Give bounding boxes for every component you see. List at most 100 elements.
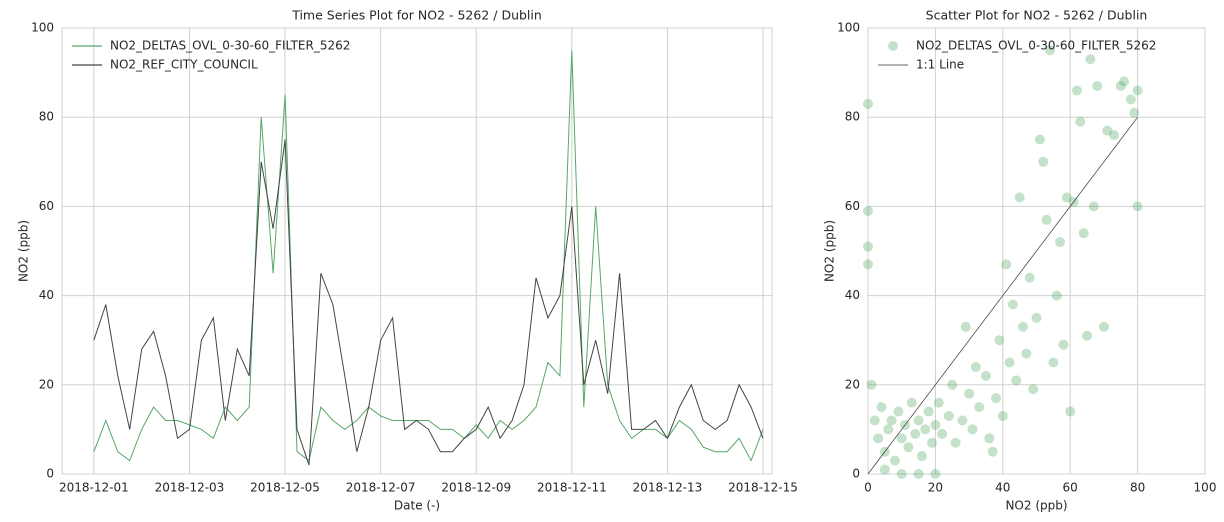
- scatter-point: [896, 433, 907, 444]
- scatter-point: [863, 241, 873, 252]
- scatter-point: [1024, 272, 1035, 283]
- scatter-point: [1061, 192, 1072, 203]
- scatter-point: [1119, 76, 1130, 87]
- scatter-point: [1109, 130, 1120, 141]
- scatter-point: [960, 321, 971, 332]
- scatter-point: [937, 428, 948, 439]
- y-tick-label: 40: [845, 288, 860, 302]
- y-tick-label: 0: [46, 467, 54, 481]
- scatter-point: [1004, 357, 1015, 368]
- scatter-point: [980, 370, 991, 381]
- scatter-point: [913, 469, 924, 479]
- y-tick-label: 40: [39, 288, 54, 302]
- scatter-point: [913, 415, 924, 426]
- scatter-point: [1031, 312, 1042, 323]
- scatter-point: [1011, 375, 1022, 386]
- x-tick-label: 2018-12-11: [537, 481, 607, 495]
- x-tick-label: 80: [1130, 481, 1145, 495]
- scatter-point: [1014, 192, 1025, 203]
- scatter-point: [863, 205, 873, 216]
- y-tick-label: 60: [845, 199, 860, 213]
- scatter-point: [1065, 406, 1076, 417]
- y-tick-label: 80: [845, 110, 860, 124]
- series-line: [93, 139, 764, 466]
- scatter-point: [923, 406, 934, 417]
- chart-title: Scatter Plot for NO2 - 5262 / Dublin: [926, 8, 1148, 23]
- y-tick-label: 20: [845, 377, 860, 391]
- scatter-point: [903, 442, 914, 453]
- scatter-point: [1048, 357, 1059, 368]
- scatter-point: [947, 379, 958, 390]
- scatter-point: [873, 433, 884, 444]
- scatter-point: [943, 411, 954, 422]
- scatter-point: [1092, 80, 1103, 91]
- scatter-point: [970, 361, 981, 372]
- scatter-point: [886, 415, 897, 426]
- scatter-point: [1018, 321, 1029, 332]
- legend-marker: [888, 41, 898, 51]
- y-axis-label: NO2 (ppb): [823, 220, 837, 282]
- scatter-point: [910, 428, 921, 439]
- scatter-point: [889, 455, 900, 466]
- scatter-point: [876, 402, 887, 413]
- scatter-point: [1007, 299, 1018, 310]
- scatter-point: [1044, 45, 1055, 56]
- scatter-point: [1034, 134, 1045, 145]
- x-axis-label: Date (-): [394, 499, 440, 513]
- x-tick-label: 60: [1063, 481, 1078, 495]
- scatter-point: [967, 424, 978, 435]
- scatter-point: [1075, 116, 1086, 127]
- scatter-point: [974, 402, 985, 413]
- scatter-point: [1001, 259, 1012, 270]
- scatter-point: [1102, 125, 1113, 136]
- plot-area: [61, 27, 773, 475]
- scatter-point: [1098, 321, 1109, 332]
- y-tick-label: 80: [39, 110, 54, 124]
- scatter-point: [896, 469, 907, 479]
- scatter-point: [1038, 156, 1049, 167]
- scatter-point: [920, 424, 931, 435]
- scatter-point: [879, 464, 890, 475]
- scatter-point: [1058, 339, 1069, 350]
- legend-label: NO2_DELTAS_OVL_0-30-60_FILTER_5262: [110, 39, 350, 53]
- scatter-point: [1078, 228, 1089, 239]
- subplot: 0 20 40 60 80 100 2018-12-01 2018-12-03 2018-12-…: [17, 8, 798, 513]
- scatter-point: [994, 335, 1005, 346]
- scatter-point: [893, 406, 904, 417]
- scatter-point: [930, 469, 941, 479]
- scatter-point: [916, 451, 927, 462]
- x-tick-label: 2018-12-07: [346, 481, 416, 495]
- scatter-point: [863, 98, 873, 109]
- scatter-point: [1041, 214, 1052, 225]
- x-tick-label: 20: [928, 481, 943, 495]
- scatter-point: [1051, 290, 1062, 301]
- scatter-point: [984, 433, 995, 444]
- scatter-point: [1088, 201, 1099, 212]
- legend-label: NO2_REF_CITY_COUNCIL: [110, 58, 258, 72]
- y-tick-label: 60: [39, 199, 54, 213]
- x-tick-label: 0: [864, 481, 872, 495]
- scatter-point: [927, 437, 938, 448]
- x-tick-label: 2018-12-01: [59, 481, 129, 495]
- scatter-point: [1021, 348, 1032, 359]
- scatter-point: [1115, 80, 1126, 91]
- scatter-point: [906, 397, 917, 408]
- subplot: 0 20 40 60 80 100 0 20 40 60 80 100 Scatter Plot for…: [823, 8, 1217, 513]
- y-axis-label: NO2 (ppb): [17, 220, 31, 282]
- scatter-point: [987, 446, 998, 457]
- scatter-point: [1085, 54, 1096, 65]
- x-tick-label: 2018-12-13: [633, 481, 703, 495]
- legend-label: NO2_DELTAS_OVL_0-30-60_FILTER_5262: [916, 39, 1156, 53]
- x-axis-label: NO2 (ppb): [1005, 499, 1067, 513]
- scatter-point: [1125, 94, 1136, 105]
- x-tick-label: 2018-12-15: [728, 481, 798, 495]
- y-tick-label: 0: [852, 467, 860, 481]
- scatter-point: [1132, 201, 1143, 212]
- scatter-point: [1082, 330, 1093, 341]
- scatter-point: [1129, 107, 1140, 118]
- scatter-point: [930, 419, 941, 430]
- x-tick-label: 2018-12-09: [441, 481, 511, 495]
- y-tick-label: 20: [39, 377, 54, 391]
- scatter-point: [964, 388, 975, 399]
